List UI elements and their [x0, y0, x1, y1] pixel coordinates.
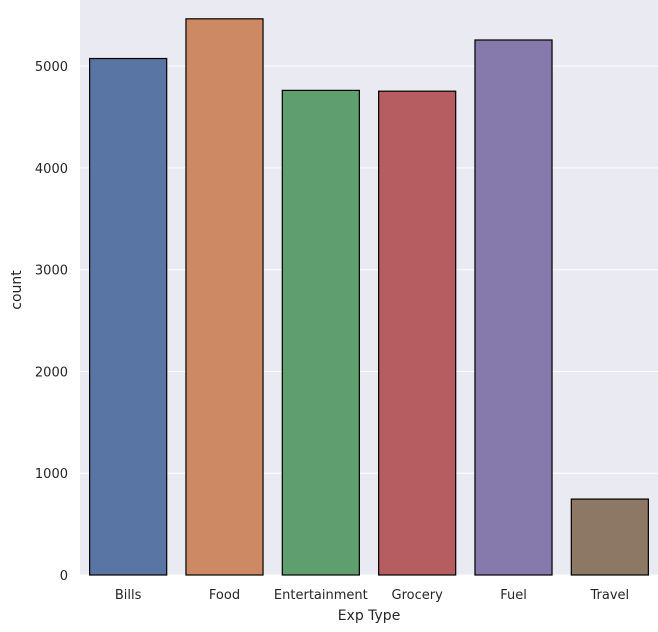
- x-tick-label: Bills: [115, 588, 142, 603]
- bar-fuel: [474, 39, 553, 576]
- y-tick-label: 2000: [35, 365, 68, 380]
- x-tick-label: Food: [209, 588, 240, 603]
- bar-bills: [89, 57, 168, 576]
- x-tick-label: Grocery: [392, 588, 444, 603]
- x-tick-label: Entertainment: [274, 588, 368, 603]
- x-tick-label: Fuel: [500, 588, 527, 603]
- bar-food: [185, 18, 264, 576]
- bar-entertainment: [281, 89, 360, 576]
- y-tick-label: 5000: [35, 60, 68, 75]
- gridlines: [80, 65, 658, 576]
- y-axis-ticks: 0 1000 2000 3000 4000 5000: [35, 60, 68, 584]
- x-tick-label: Travel: [590, 588, 630, 603]
- bar-grocery: [378, 90, 457, 576]
- bar-travel: [570, 498, 649, 576]
- y-tick-label: 3000: [35, 264, 68, 279]
- x-axis-ticks: Bills Food Entertainment Grocery Fuel Travel: [115, 588, 629, 603]
- y-tick-label: 4000: [35, 162, 68, 177]
- bars: [89, 18, 649, 576]
- y-tick-label: 0: [60, 569, 68, 584]
- plot-background: [80, 0, 658, 575]
- x-axis-label: Exp Type: [338, 608, 401, 624]
- y-tick-label: 1000: [35, 467, 68, 482]
- y-axis-label: count: [9, 270, 25, 310]
